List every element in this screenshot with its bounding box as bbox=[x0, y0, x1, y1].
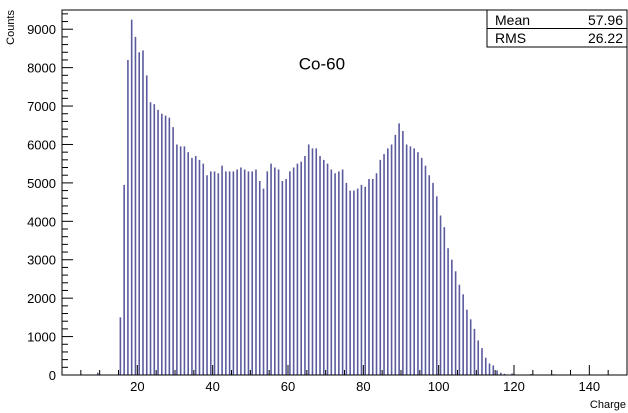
x-tick-label: 20 bbox=[130, 379, 144, 394]
x-tick-label: 120 bbox=[503, 379, 525, 394]
stats-mean-label: Mean bbox=[495, 12, 530, 28]
y-tick-label: 1000 bbox=[27, 330, 56, 345]
stats-box: Mean 57.96 RMS 26.22 bbox=[486, 9, 628, 48]
y-tick-label: 5000 bbox=[27, 176, 56, 191]
x-axis-title: Charge bbox=[590, 399, 626, 411]
y-tick-label: 6000 bbox=[27, 137, 56, 152]
stats-rms-label: RMS bbox=[495, 30, 526, 46]
y-tick-label: 8000 bbox=[27, 61, 56, 76]
chart-annotation: Co-60 bbox=[299, 55, 345, 74]
x-tick-label: 100 bbox=[428, 379, 450, 394]
y-tick-label: 3000 bbox=[27, 253, 56, 268]
y-tick-label: 2000 bbox=[27, 291, 56, 306]
y-tick-label: 9000 bbox=[27, 22, 56, 37]
x-tick-label: 60 bbox=[281, 379, 295, 394]
y-axis-ticks: 0 1000 2000 3000 4000 5000 6000 7000 8000 9000 bbox=[27, 13, 73, 383]
x-axis-ticks: 20 40 60 80 100 120 140 bbox=[80, 365, 609, 394]
stats-mean-value: 57.96 bbox=[588, 12, 623, 28]
x-tick-label: 80 bbox=[356, 379, 370, 394]
stats-rms-value: 26.22 bbox=[588, 30, 623, 46]
histogram-bars bbox=[96, 19, 593, 375]
x-tick-label: 40 bbox=[205, 379, 219, 394]
y-tick-label: 0 bbox=[49, 368, 56, 383]
y-tick-label: 4000 bbox=[27, 214, 56, 229]
y-tick-label: 7000 bbox=[27, 99, 56, 114]
y-axis-title: Counts bbox=[5, 10, 17, 45]
x-tick-label: 140 bbox=[578, 379, 600, 394]
